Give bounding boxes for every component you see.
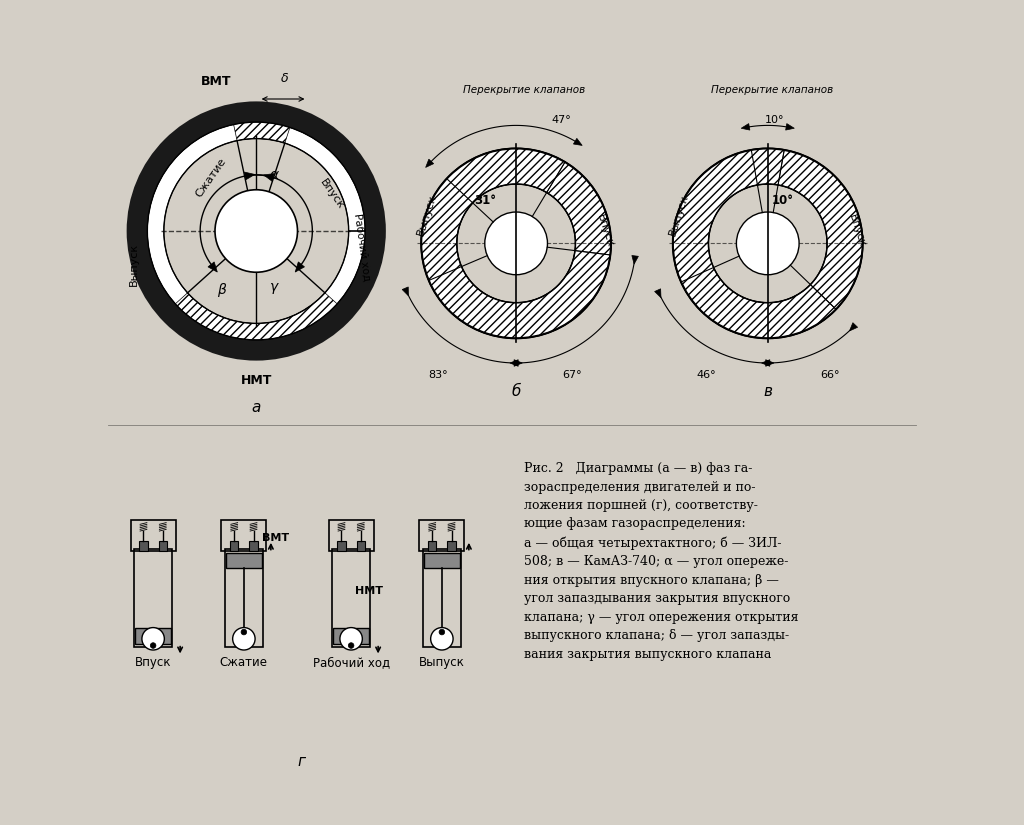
- Polygon shape: [245, 172, 255, 180]
- Text: НМТ: НМТ: [241, 374, 272, 387]
- Bar: [428, 541, 436, 551]
- Text: Перекрытие клапанов: Перекрытие клапанов: [711, 85, 833, 95]
- Polygon shape: [766, 360, 774, 366]
- Text: 83°: 83°: [428, 370, 447, 380]
- Text: Рис. 2   Диаграммы (а — в) фаз га-
зораспределения двигателей и по-
ложения порш: Рис. 2 Диаграммы (а — в) фаз га- зораспр…: [524, 462, 799, 661]
- Text: Выпуск: Выпуск: [419, 656, 465, 668]
- Polygon shape: [573, 139, 583, 145]
- Bar: [332, 549, 371, 647]
- Bar: [221, 520, 266, 551]
- Polygon shape: [673, 148, 836, 338]
- Polygon shape: [514, 360, 522, 366]
- Bar: [224, 549, 263, 647]
- Text: а: а: [252, 400, 261, 415]
- Polygon shape: [233, 122, 290, 143]
- Polygon shape: [785, 124, 795, 130]
- Text: 47°: 47°: [552, 116, 571, 125]
- Text: δ: δ: [282, 72, 289, 85]
- Polygon shape: [263, 173, 274, 182]
- Bar: [337, 541, 346, 551]
- Text: γ: γ: [270, 280, 279, 294]
- Bar: [130, 520, 176, 551]
- Polygon shape: [175, 293, 337, 340]
- Text: 10°: 10°: [772, 194, 794, 207]
- Polygon shape: [147, 122, 366, 340]
- Polygon shape: [741, 124, 750, 130]
- Polygon shape: [762, 360, 770, 366]
- Circle shape: [232, 628, 255, 650]
- Polygon shape: [421, 148, 610, 338]
- Bar: [424, 553, 460, 568]
- Polygon shape: [402, 287, 409, 296]
- Text: г: г: [298, 754, 305, 769]
- Text: 66°: 66°: [820, 370, 840, 380]
- Polygon shape: [421, 148, 611, 338]
- Circle shape: [484, 212, 548, 275]
- Text: ВМТ: ВМТ: [262, 534, 289, 544]
- Bar: [249, 541, 258, 551]
- Polygon shape: [673, 148, 862, 338]
- Text: НМТ: НМТ: [355, 586, 383, 596]
- Text: Впуск: Впуск: [595, 213, 615, 249]
- Polygon shape: [429, 148, 611, 338]
- Bar: [423, 549, 461, 647]
- Circle shape: [348, 643, 354, 648]
- Polygon shape: [681, 148, 862, 338]
- Bar: [226, 553, 261, 568]
- Text: Впуск: Впуск: [847, 213, 867, 249]
- Text: ВМТ: ВМТ: [201, 75, 231, 88]
- Text: Выпуск: Выпуск: [668, 192, 690, 237]
- Circle shape: [340, 628, 362, 650]
- Text: Выпуск: Выпуск: [129, 243, 139, 285]
- Text: 31°: 31°: [474, 194, 496, 207]
- Bar: [447, 541, 456, 551]
- Bar: [134, 549, 172, 647]
- Polygon shape: [128, 103, 384, 359]
- Text: β: β: [217, 284, 226, 297]
- Circle shape: [241, 629, 247, 635]
- Polygon shape: [208, 262, 217, 272]
- Polygon shape: [632, 256, 638, 264]
- Circle shape: [736, 212, 799, 275]
- Polygon shape: [295, 262, 304, 272]
- Bar: [334, 629, 369, 644]
- Bar: [139, 541, 147, 551]
- Text: Рабочий ход: Рабочий ход: [352, 213, 372, 282]
- Circle shape: [215, 190, 298, 272]
- Text: в: в: [763, 384, 772, 398]
- Bar: [159, 541, 167, 551]
- Text: Впуск: Впуск: [135, 656, 171, 668]
- Circle shape: [142, 628, 164, 650]
- Bar: [135, 629, 171, 644]
- Text: Выпуск: Выпуск: [416, 192, 438, 237]
- Text: 46°: 46°: [696, 370, 716, 380]
- Bar: [356, 541, 365, 551]
- Polygon shape: [850, 323, 858, 331]
- Polygon shape: [654, 289, 660, 298]
- Text: Сжатие: Сжатие: [194, 156, 228, 199]
- Text: Сжатие: Сжатие: [220, 656, 268, 668]
- Circle shape: [151, 643, 156, 648]
- Text: Рабочий ход: Рабочий ход: [312, 656, 390, 668]
- Polygon shape: [510, 360, 518, 366]
- Polygon shape: [426, 159, 433, 167]
- Bar: [329, 520, 374, 551]
- Text: б: б: [511, 384, 521, 398]
- Bar: [419, 520, 465, 551]
- Text: α: α: [270, 168, 279, 182]
- Circle shape: [431, 628, 453, 650]
- Text: 10°: 10°: [765, 116, 784, 125]
- Text: Перекрытие клапанов: Перекрытие клапанов: [463, 85, 586, 95]
- Bar: [230, 541, 239, 551]
- Text: Впуск: Впуск: [318, 177, 346, 211]
- Circle shape: [439, 629, 444, 635]
- Text: 67°: 67°: [562, 370, 582, 380]
